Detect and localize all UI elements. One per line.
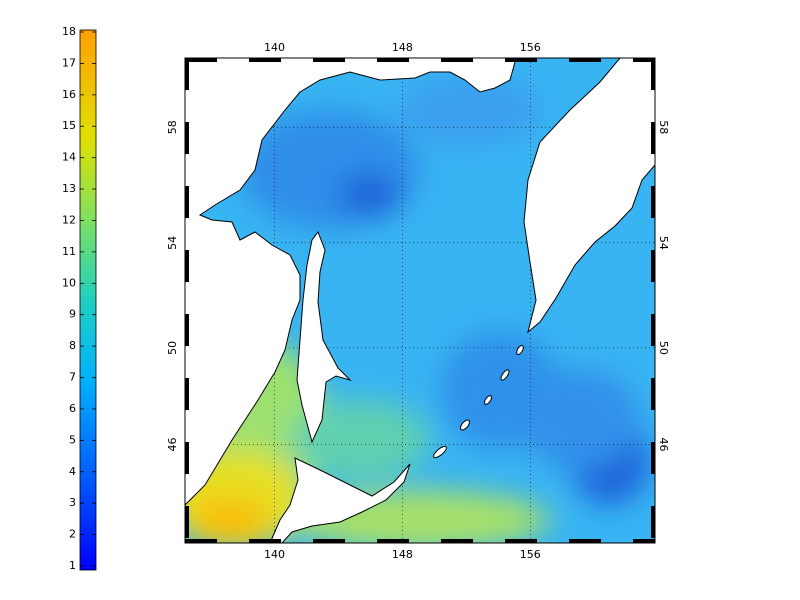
colorbar-label: 16 — [62, 88, 76, 101]
frame-bands — [185, 58, 655, 543]
lat-label-right: 58 — [657, 120, 670, 134]
colorbar-label: 11 — [62, 245, 76, 258]
axis-labels: 140 140 148 148 156 156 46 46 50 50 54 54 58 58 — [166, 41, 670, 561]
colorbar — [79, 29, 97, 571]
map-frame — [184, 57, 656, 544]
kuril-islands — [433, 344, 524, 459]
colorbar-label: 7 — [69, 371, 76, 384]
lon-label-bottom: 156 — [520, 548, 541, 561]
lat-label-left: 58 — [166, 120, 179, 134]
colorbar-label: 14 — [62, 151, 76, 164]
kamchatka — [523, 58, 655, 334]
colorbar-label: 6 — [69, 402, 76, 415]
colorbar-label: 2 — [69, 528, 76, 541]
lat-label-right: 54 — [657, 236, 670, 250]
lon-label-bottom: 148 — [392, 548, 413, 561]
lon-label-top: 148 — [392, 41, 413, 54]
colorbar-label: 12 — [62, 213, 76, 226]
colorbar-label: 5 — [69, 433, 76, 446]
lat-label-right: 50 — [657, 341, 670, 355]
lon-label-bottom: 140 — [264, 548, 285, 561]
graticule — [185, 58, 655, 543]
land — [185, 58, 655, 543]
lat-label-left: 46 — [166, 437, 179, 451]
sakhalin — [296, 230, 352, 444]
lon-label-top: 140 — [264, 41, 285, 54]
lat-label-right: 46 — [657, 437, 670, 451]
colorbar-label: 13 — [62, 182, 76, 195]
colorbar-label: 1 — [69, 559, 76, 572]
colorbar-label: 15 — [62, 119, 76, 132]
colorbar-label: 17 — [62, 56, 76, 69]
hokkaido — [185, 457, 411, 543]
colorbar-label: 3 — [69, 496, 76, 509]
lat-label-left: 50 — [166, 341, 179, 355]
asia-coast — [185, 58, 521, 506]
lat-label-left: 54 — [166, 236, 179, 250]
colorbar-label: 4 — [69, 465, 76, 478]
colorbar-label: 8 — [69, 339, 76, 352]
colorbar-label: 9 — [69, 308, 76, 321]
lon-label-top: 156 — [520, 41, 541, 54]
colorbar-label: 18 — [62, 25, 76, 38]
colorbar-label: 10 — [62, 276, 76, 289]
